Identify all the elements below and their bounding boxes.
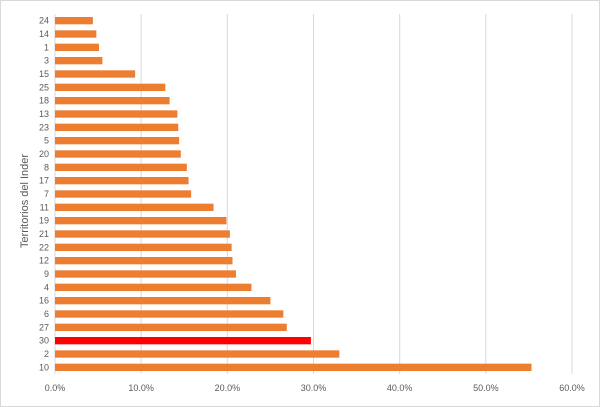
y-tick-label: 30 (39, 336, 49, 346)
y-tick-label: 2 (44, 349, 49, 359)
y-tick-label: 12 (39, 256, 49, 266)
y-tick-label: 13 (39, 109, 49, 119)
bar-7 (55, 190, 192, 198)
bar-27 (55, 323, 287, 331)
bar-25 (55, 83, 166, 91)
bar-21 (55, 230, 230, 238)
y-tick-label: 5 (44, 136, 49, 146)
x-tick-label: 30.0% (301, 383, 327, 393)
bar-30 (55, 337, 311, 345)
bar-11 (55, 203, 214, 211)
x-tick-label: 60.0% (559, 383, 585, 393)
bar-15 (55, 70, 136, 78)
x-tick-label: 50.0% (473, 383, 499, 393)
y-tick-label: 24 (39, 16, 49, 26)
bar-2 (55, 350, 340, 358)
bar-1 (55, 43, 99, 51)
y-tick-label: 11 (40, 202, 49, 212)
bar-10 (55, 363, 532, 371)
y-tick-label: 17 (39, 176, 49, 186)
bar-4 (55, 283, 252, 291)
bar-6 (55, 310, 284, 318)
y-tick-label: 20 (39, 149, 49, 159)
bar-22 (55, 243, 232, 251)
y-tick-label: 7 (44, 189, 49, 199)
x-tick-label: 40.0% (387, 383, 413, 393)
bar-3 (55, 57, 103, 65)
bar-12 (55, 257, 233, 265)
bar-9 (55, 270, 236, 278)
bar-16 (55, 297, 271, 305)
x-tick-label: 20.0% (215, 383, 241, 393)
bars (55, 17, 532, 371)
y-axis-label: Territorios del Inder (19, 154, 31, 248)
y-tick-label: 16 (39, 296, 49, 306)
bar-18 (55, 97, 170, 105)
y-tick-label: 1 (44, 42, 49, 52)
y-tick-label: 3 (44, 56, 49, 66)
bar-24 (55, 17, 93, 25)
y-tick-label: 10 (39, 362, 49, 372)
y-tick-label: 4 (44, 282, 49, 292)
y-tick-label: 25 (39, 82, 49, 92)
y-tick-label: 6 (44, 309, 49, 319)
y-tick-label: 8 (44, 162, 49, 172)
bar-13 (55, 110, 178, 118)
y-tick-label: 9 (44, 269, 49, 279)
bar-20 (55, 150, 181, 158)
bar-5 (55, 137, 180, 145)
x-tick-label: 0.0% (45, 383, 66, 393)
x-tick-label: 10.0% (128, 383, 154, 393)
y-tick-label: 22 (39, 242, 49, 252)
y-tick-label: 18 (39, 96, 49, 106)
y-tick-label: 14 (39, 29, 49, 39)
x-tick-labels: 0.0% 10.0% 20.0% 30.0% 40.0% 50.0% 60.0% (45, 383, 585, 393)
y-tick-label: 15 (39, 69, 49, 79)
bar-8 (55, 163, 187, 171)
gridlines (54, 14, 573, 374)
y-tick-labels: 10 2 30 27 6 16 4 9 12 22 21 19 11 7 17 8 20 5 23 13 18 25 15 3… (39, 16, 49, 373)
y-tick-label: 21 (39, 229, 49, 239)
bar-17 (55, 177, 189, 185)
y-tick-label: 19 (39, 216, 49, 226)
bar-19 (55, 217, 227, 225)
y-tick-label: 27 (39, 322, 49, 332)
bar-23 (55, 123, 179, 131)
y-tick-label: 23 (39, 122, 49, 132)
bar-14 (55, 30, 97, 38)
